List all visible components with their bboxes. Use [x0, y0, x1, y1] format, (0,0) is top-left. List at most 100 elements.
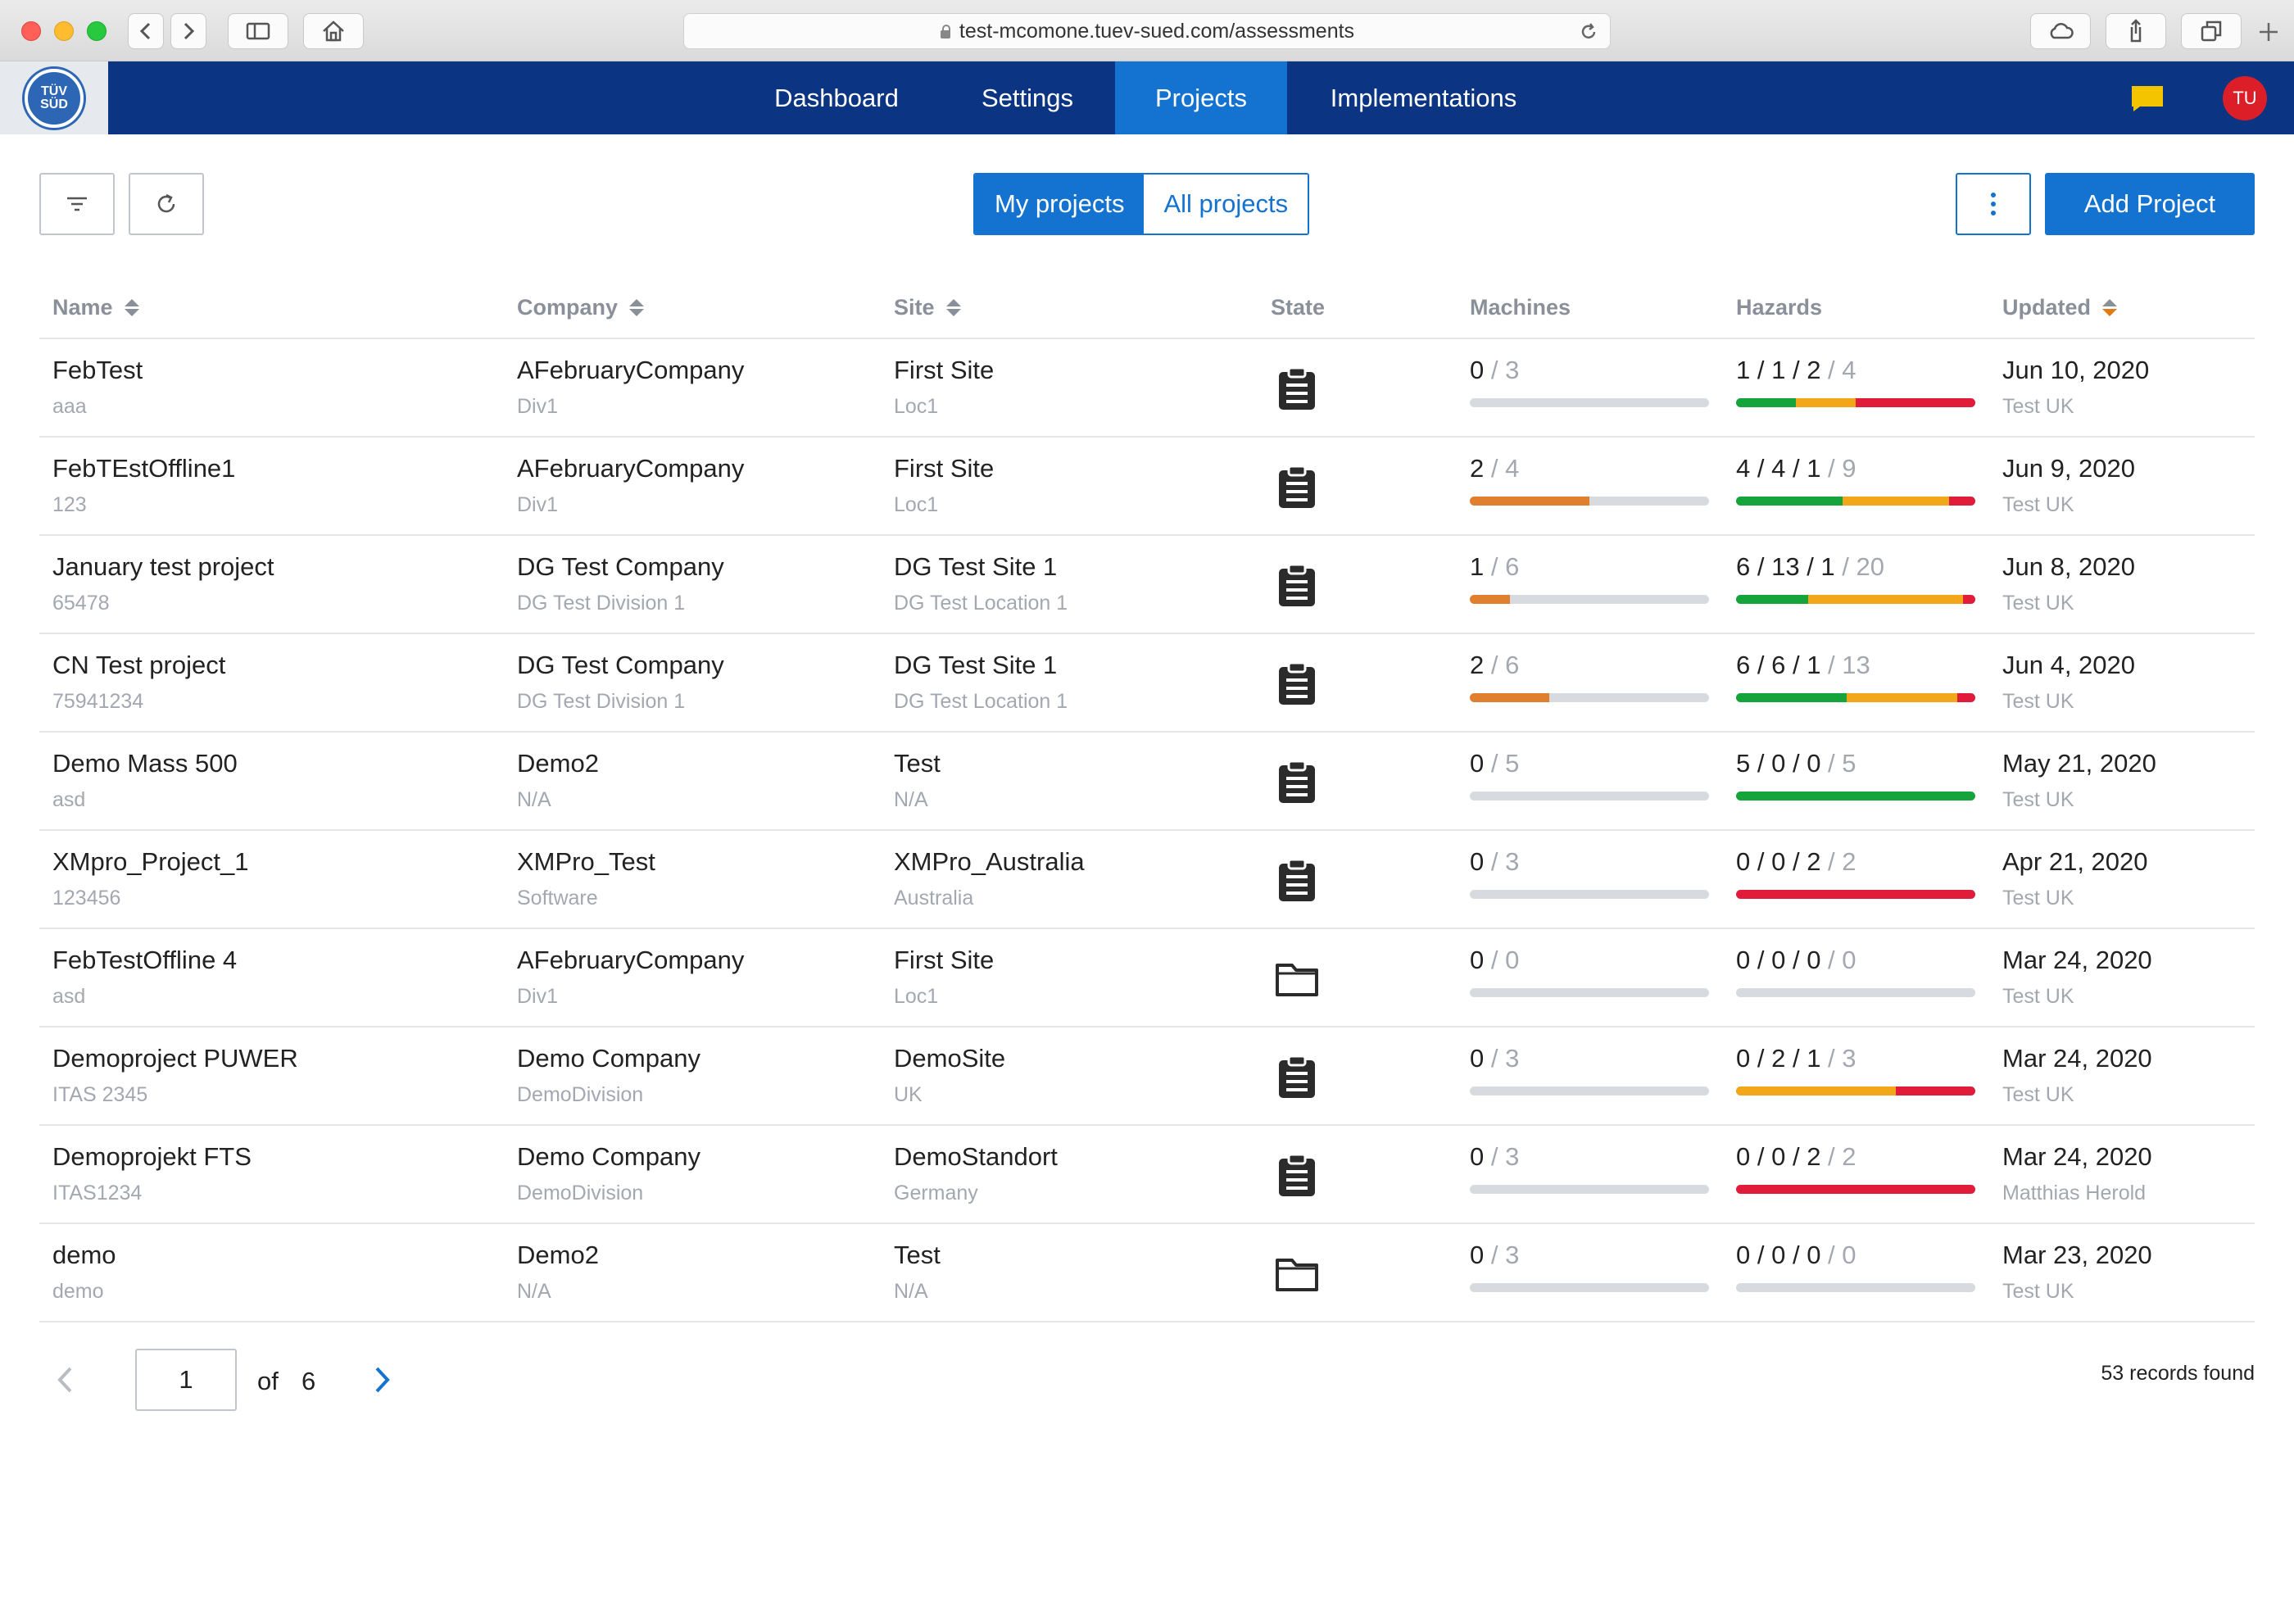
- records-count: 53 records found: [2101, 1362, 2255, 1385]
- machines-count: 0 / 3: [1470, 356, 1520, 384]
- nav-implementations[interactable]: Implementations: [1311, 61, 1536, 134]
- table-row[interactable]: XMpro_Project_1 123456 XMPro_Test Software X…: [39, 831, 2255, 929]
- new-tab-button[interactable]: [2256, 20, 2281, 44]
- logo-area[interactable]: TÜV SÜD: [0, 61, 108, 134]
- table-row[interactable]: Demoprojekt FTS ITAS1234 Demo Company DemoD…: [39, 1126, 2255, 1224]
- next-page-icon[interactable]: [374, 1365, 392, 1395]
- company-text: Demo2: [517, 1241, 599, 1269]
- company-cell: Demo2 N/A: [517, 749, 599, 812]
- hazards-green-segment: [1736, 792, 1975, 801]
- hazards-orange-count: 0: [1771, 847, 1786, 876]
- refresh-button[interactable]: [129, 173, 204, 235]
- hazards-progress-bar: [1736, 1283, 1975, 1292]
- forward-button[interactable]: [170, 13, 206, 49]
- table-row[interactable]: January test project 65478 DG Test Company…: [39, 536, 2255, 634]
- more-options-button[interactable]: [1956, 173, 2031, 235]
- site-subtext: DG Test Location 1: [894, 592, 1068, 615]
- sort-icon: [124, 299, 139, 316]
- project-name-subtext: 123456: [52, 887, 121, 910]
- project-name-cell: January test project 65478: [52, 552, 274, 615]
- chevron-left-icon: [139, 22, 151, 40]
- nav-projects[interactable]: Projects: [1115, 61, 1287, 134]
- column-updated[interactable]: Updated: [2002, 295, 2117, 320]
- hazards-green-count: 0: [1736, 1044, 1751, 1073]
- add-project-button[interactable]: Add Project: [2045, 173, 2255, 235]
- hazards-green-segment: [1736, 497, 1843, 506]
- table-row[interactable]: FebTest aaa AFebruaryCompany Div1 First Site…: [39, 339, 2255, 438]
- reload-icon[interactable]: [1579, 22, 1598, 42]
- address-bar[interactable]: test-mcomone.tuev-sued.com/assessments: [683, 13, 1611, 49]
- column-site[interactable]: Site: [894, 295, 961, 320]
- machines-progress-bar: [1470, 398, 1709, 407]
- hazards-orange-count: 13: [1771, 552, 1800, 581]
- folder-icon: [1274, 1250, 1320, 1296]
- machines-done: 0: [1470, 847, 1485, 876]
- tuv-logo: TÜV SÜD: [25, 68, 84, 128]
- nav-dashboard[interactable]: Dashboard: [752, 61, 921, 134]
- refresh-icon: [157, 193, 175, 213]
- back-button[interactable]: [128, 13, 164, 49]
- machines-progress-bar: [1470, 792, 1709, 801]
- project-name-cell: demo demo: [52, 1241, 116, 1304]
- filter-button[interactable]: [39, 173, 115, 235]
- company-subtext: Div1: [517, 493, 559, 516]
- company-cell: AFebruaryCompany Div1: [517, 454, 744, 517]
- hazards-red-count: 0: [1807, 1241, 1821, 1269]
- chat-icon[interactable]: [2130, 84, 2165, 112]
- hazards-orange-count: 0: [1771, 1142, 1786, 1171]
- table-row[interactable]: demo demo Demo2 N/A Test N/A 0 / 3 0 / 0 / 0 / …: [39, 1224, 2255, 1322]
- close-window-button[interactable]: [21, 21, 41, 41]
- project-scope-toggle: My projects All projects: [973, 173, 1310, 235]
- icloud-tabs-button[interactable]: [2030, 13, 2091, 49]
- my-projects-tab[interactable]: My projects: [975, 175, 1145, 234]
- hazards-red-count: 1: [1807, 651, 1821, 679]
- hazards-count: 6 / 6 / 1 / 13: [1736, 651, 1870, 679]
- updated-cell: Mar 23, 2020 Test UK: [2002, 1241, 2152, 1304]
- machines-cell: 0 / 3: [1470, 1241, 1519, 1270]
- home-icon: [323, 20, 344, 42]
- hazards-orange-segment: [1846, 693, 1957, 702]
- company-subtext: N/A: [517, 788, 551, 811]
- column-name[interactable]: Name: [52, 295, 139, 320]
- company-text: AFebruaryCompany: [517, 356, 745, 384]
- avatar[interactable]: TU: [2223, 76, 2267, 120]
- nav-settings[interactable]: Settings: [957, 61, 1098, 134]
- table-row[interactable]: FebTEstOffline1 123 AFebruaryCompany Div1 Fi…: [39, 438, 2255, 536]
- table-row[interactable]: Demo Mass 500 asd Demo2 N/A Test N/A 0 / 5 5 / …: [39, 733, 2255, 831]
- page-number-input[interactable]: 1: [135, 1349, 237, 1411]
- hazards-cell: 0 / 0 / 0 / 0: [1736, 1241, 1857, 1270]
- machines-progress-fill: [1470, 693, 1550, 702]
- table-row[interactable]: Demoproject PUWER ITAS 2345 Demo Company De…: [39, 1027, 2255, 1126]
- all-projects-tab[interactable]: All projects: [1144, 175, 1308, 234]
- site-subtext: Loc1: [894, 985, 939, 1008]
- hazards-red-segment: [1736, 890, 1975, 899]
- site-subtext: N/A: [894, 788, 928, 811]
- project-name-cell: FebTEstOffline1 123: [52, 454, 235, 517]
- zoom-window-button[interactable]: [87, 21, 107, 41]
- site-text: DemoSite: [894, 1044, 1006, 1073]
- site-text: DG Test Site 1: [894, 552, 1058, 581]
- hazards-red-segment: [1856, 398, 1975, 407]
- sidebar-toggle-button[interactable]: [228, 13, 288, 49]
- home-button[interactable]: [303, 13, 364, 49]
- site-subtext: DG Test Location 1: [894, 690, 1068, 713]
- previous-page-icon[interactable]: [56, 1365, 74, 1395]
- company-subtext: DG Test Division 1: [517, 690, 686, 713]
- updated-by: Test UK: [2002, 690, 2074, 713]
- table-row[interactable]: FebTestOffline 4 asd AFebruaryCompany Div1 F…: [39, 929, 2255, 1027]
- share-button[interactable]: [2106, 13, 2166, 49]
- tabs-overview-button[interactable]: [2181, 13, 2242, 49]
- site-cell: DemoStandort Germany: [894, 1142, 1058, 1205]
- column-company[interactable]: Company: [517, 295, 645, 320]
- hazards-red-count: 0: [1807, 749, 1821, 778]
- project-name-subtext: 75941234: [52, 690, 144, 713]
- minimize-window-button[interactable]: [54, 21, 74, 41]
- hazards-total: 4: [1842, 356, 1857, 384]
- hazards-orange-count: 0: [1771, 749, 1786, 778]
- updated-cell: Jun 4, 2020 Test UK: [2002, 651, 2135, 714]
- updated-by: Matthias Herold: [2002, 1182, 2147, 1204]
- chevron-right-icon: [184, 22, 195, 40]
- column-hazards: Hazards: [1736, 295, 1823, 320]
- table-row[interactable]: CN Test project 75941234 DG Test Company DG…: [39, 634, 2255, 733]
- hazards-red-count: 1: [1807, 1044, 1821, 1073]
